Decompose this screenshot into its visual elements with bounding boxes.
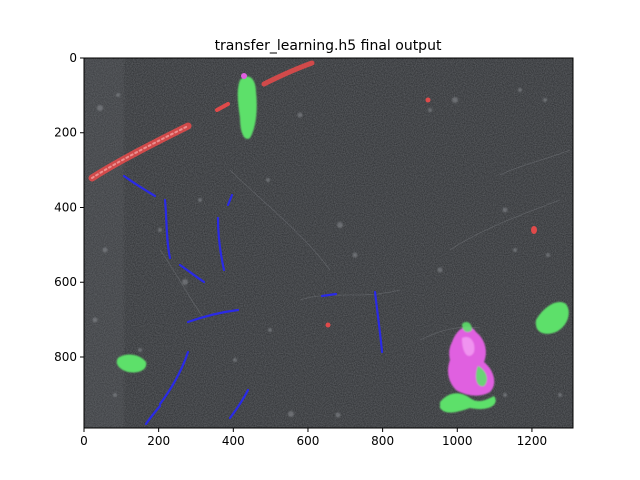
x-tick-label: 1200 — [517, 434, 548, 448]
y-tick-label: 600 — [54, 275, 77, 289]
blue-fiber-7 — [228, 388, 250, 420]
red-spot-3 — [325, 322, 331, 328]
x-tick-label: 800 — [371, 434, 394, 448]
y-tick-label: 200 — [54, 126, 77, 140]
x-tick-label: 0 — [80, 434, 88, 448]
blue-detections — [122, 174, 384, 426]
red-detections — [88, 60, 537, 328]
blue-fiber-3 — [178, 263, 206, 284]
green-blob-4 — [440, 393, 496, 413]
image-panel — [84, 58, 573, 428]
y-tick-label: 0 — [69, 51, 77, 65]
y-axis: 0 200 400 600 800 — [54, 51, 84, 364]
figure-title: transfer_learning.h5 final output — [215, 38, 442, 54]
blue-fiber-4 — [216, 216, 226, 272]
red-fiber-2 — [261, 60, 315, 87]
background-debris — [92, 88, 562, 418]
background-fibers — [159, 149, 571, 341]
image-texture — [84, 58, 573, 428]
x-tick-label: 200 — [147, 434, 170, 448]
blue-fiber-8 — [373, 290, 384, 354]
blue-fiber-1 — [122, 174, 157, 198]
green-blob-2 — [116, 354, 147, 373]
blue-fiber-6 — [158, 350, 190, 406]
magenta-detections — [448, 322, 495, 396]
x-tick-label: 400 — [222, 434, 245, 448]
red-spot-1 — [425, 97, 431, 103]
green-blob-1 — [237, 76, 257, 139]
red-spot-2 — [531, 226, 537, 234]
y-tick-label: 800 — [54, 350, 77, 364]
blue-fiber-2 — [163, 198, 172, 260]
y-tick-label: 400 — [54, 200, 77, 214]
x-axis: 0 200 400 600 800 1000 1200 — [80, 428, 547, 448]
blue-fiber-5 — [186, 308, 240, 324]
green-detections — [116, 76, 569, 413]
x-tick-label: 600 — [297, 434, 320, 448]
x-tick-label: 1000 — [442, 434, 473, 448]
green-blob-3 — [535, 301, 569, 334]
axes-frame — [83, 57, 574, 429]
